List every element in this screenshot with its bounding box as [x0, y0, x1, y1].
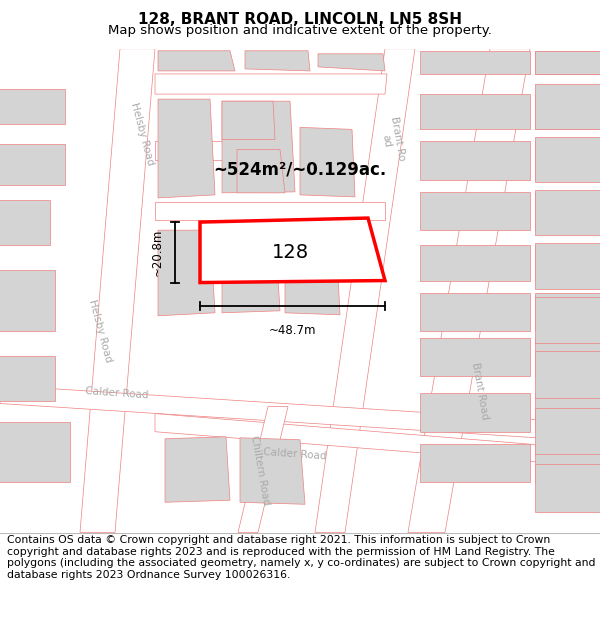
Polygon shape [285, 233, 340, 315]
Polygon shape [535, 408, 600, 454]
Polygon shape [420, 245, 530, 281]
Polygon shape [0, 89, 65, 124]
Polygon shape [158, 230, 215, 316]
Polygon shape [0, 144, 65, 185]
Polygon shape [420, 94, 530, 129]
Polygon shape [535, 141, 600, 180]
Text: Map shows position and indicative extent of the property.: Map shows position and indicative extent… [108, 24, 492, 36]
Polygon shape [222, 101, 275, 139]
Polygon shape [535, 338, 600, 376]
Polygon shape [420, 338, 530, 376]
Polygon shape [535, 292, 600, 331]
Polygon shape [222, 230, 280, 312]
Polygon shape [535, 243, 600, 289]
Polygon shape [535, 297, 600, 343]
Text: Calder Road: Calder Road [85, 386, 149, 401]
Polygon shape [420, 192, 530, 230]
Polygon shape [420, 393, 530, 432]
Text: Calder Road: Calder Road [263, 447, 327, 461]
Polygon shape [237, 149, 285, 193]
Text: 128: 128 [271, 243, 308, 262]
Polygon shape [535, 245, 600, 281]
Polygon shape [535, 138, 600, 182]
Polygon shape [420, 51, 530, 74]
Text: Contains OS data © Crown copyright and database right 2021. This information is : Contains OS data © Crown copyright and d… [7, 535, 596, 580]
Text: ~20.8m: ~20.8m [151, 229, 163, 276]
Polygon shape [155, 74, 387, 94]
Text: Brant Ro
ad: Brant Ro ad [377, 116, 407, 163]
Polygon shape [158, 51, 235, 71]
Polygon shape [420, 141, 530, 180]
Polygon shape [535, 190, 600, 235]
Polygon shape [238, 406, 288, 532]
Polygon shape [0, 422, 70, 482]
Polygon shape [535, 51, 600, 74]
Polygon shape [315, 49, 415, 532]
Polygon shape [222, 101, 295, 193]
Polygon shape [408, 49, 530, 532]
Polygon shape [240, 438, 305, 504]
Polygon shape [155, 202, 385, 220]
Polygon shape [420, 444, 530, 482]
Polygon shape [535, 192, 600, 230]
Polygon shape [80, 49, 155, 532]
Polygon shape [0, 271, 55, 331]
Polygon shape [535, 51, 600, 74]
Polygon shape [158, 99, 215, 198]
Text: Brant Road: Brant Road [470, 362, 490, 421]
Text: 128, BRANT ROAD, LINCOLN, LN5 8SH: 128, BRANT ROAD, LINCOLN, LN5 8SH [138, 12, 462, 27]
Polygon shape [420, 292, 530, 331]
Polygon shape [200, 218, 385, 282]
Text: ~524m²/~0.129ac.: ~524m²/~0.129ac. [214, 161, 386, 179]
Polygon shape [0, 200, 50, 245]
Polygon shape [245, 51, 310, 71]
Polygon shape [318, 54, 385, 71]
Polygon shape [535, 464, 600, 512]
Polygon shape [300, 127, 355, 197]
Text: ~48.7m: ~48.7m [269, 324, 316, 337]
Polygon shape [165, 437, 230, 503]
Polygon shape [535, 444, 600, 482]
Text: Helsby Road: Helsby Road [87, 298, 113, 364]
Polygon shape [535, 94, 600, 129]
Polygon shape [0, 386, 600, 442]
Polygon shape [535, 84, 600, 129]
Text: Chiltern Road: Chiltern Road [249, 434, 271, 506]
Polygon shape [155, 141, 245, 159]
Polygon shape [535, 393, 600, 432]
Polygon shape [535, 351, 600, 399]
Polygon shape [155, 414, 600, 467]
Polygon shape [0, 356, 55, 401]
Text: Helsby Road: Helsby Road [129, 102, 155, 167]
